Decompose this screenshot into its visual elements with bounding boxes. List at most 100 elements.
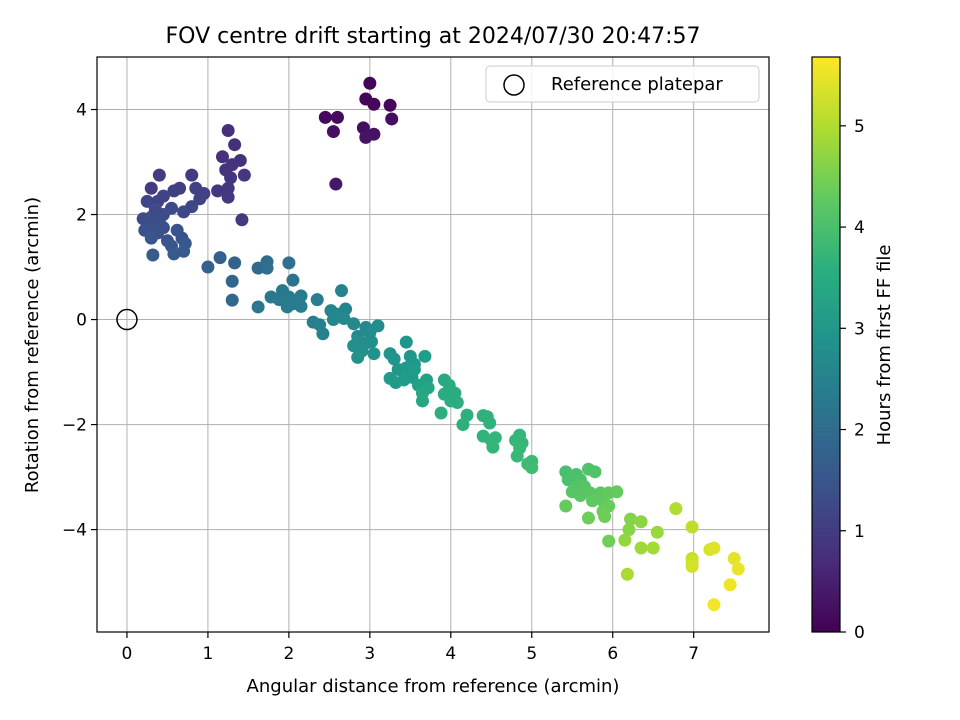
scatter-point xyxy=(177,205,191,219)
scatter-point xyxy=(622,523,636,537)
x-tick-label: 4 xyxy=(445,644,456,664)
scatter-point xyxy=(221,190,235,204)
scatter-point xyxy=(351,350,365,364)
y-axis-label: Rotation from reference (arcmin) xyxy=(22,197,43,493)
scatter-point xyxy=(221,181,235,195)
scatter-points xyxy=(136,76,745,612)
scatter-point xyxy=(486,440,500,454)
scatter-point xyxy=(634,541,648,555)
scatter-point xyxy=(399,335,413,349)
legend-entry-reference-platepar: Reference platepar xyxy=(551,74,723,95)
reference-platepar-marker xyxy=(116,308,138,331)
y-tick-label: 2 xyxy=(76,206,87,226)
scatter-point xyxy=(282,256,296,270)
scatter-point xyxy=(561,473,575,487)
scatter-point xyxy=(193,192,207,206)
y-tick-label: 0 xyxy=(76,311,87,331)
scatter-point xyxy=(450,396,464,410)
scatter-point xyxy=(731,562,745,576)
scatter-point xyxy=(581,511,595,525)
scatter-point xyxy=(588,465,602,479)
scatter-point xyxy=(383,98,397,112)
scatter-point xyxy=(646,541,660,555)
scatter-point xyxy=(330,110,344,124)
scatter-point xyxy=(364,335,378,349)
scatter-point xyxy=(215,150,229,164)
scatter-point xyxy=(286,273,300,287)
scatter-point xyxy=(359,130,373,144)
scatter-point xyxy=(707,541,721,555)
scatter-point xyxy=(669,502,683,516)
scatter-point xyxy=(363,76,377,90)
scatter-point xyxy=(224,171,238,185)
legend-box xyxy=(485,65,760,103)
scatter-point xyxy=(326,313,340,327)
legend: Reference platepar xyxy=(485,65,760,103)
scatter-point xyxy=(144,181,158,195)
scatter-point xyxy=(280,300,294,314)
scatter-point xyxy=(598,509,612,523)
scatter-point xyxy=(624,512,638,526)
scatter-point xyxy=(727,551,741,565)
scatter-point xyxy=(367,347,381,361)
scatter-point xyxy=(415,386,429,400)
scatter-point xyxy=(707,598,721,612)
scatter-point xyxy=(367,97,381,111)
scatter-point xyxy=(228,256,242,270)
scatter-point xyxy=(483,416,497,430)
scatter-point xyxy=(228,138,242,152)
scatter-point xyxy=(525,461,539,475)
scatter-point xyxy=(221,124,235,138)
scatter-point xyxy=(167,184,181,198)
scatter-point xyxy=(310,293,324,307)
scatter-point xyxy=(347,317,361,331)
y-tick-label: 4 xyxy=(76,101,87,121)
legend-reference-marker xyxy=(503,74,525,96)
scatter-point xyxy=(456,418,470,432)
x-tick-label: 6 xyxy=(607,644,618,664)
scatter-point xyxy=(237,168,251,182)
scatter-point xyxy=(723,578,737,592)
scatter-point xyxy=(650,525,664,539)
x-tick-label: 5 xyxy=(526,644,537,664)
colorbar: 0 1 2 3 4 5 Hours from first FF file xyxy=(811,56,895,643)
scatter-point xyxy=(326,125,340,139)
scatter-point xyxy=(211,184,225,198)
colorbar-tick-label: 1 xyxy=(854,522,865,542)
scatter-point xyxy=(418,349,432,363)
scatter-point xyxy=(329,177,343,191)
plot-frame xyxy=(96,56,770,633)
y-axis-ticks: −4 −2 0 2 4 xyxy=(62,101,97,541)
y-tick-label: −4 xyxy=(62,521,87,541)
scatter-point xyxy=(152,168,166,182)
scatter-point xyxy=(294,299,308,313)
colorbar-tick-label: 0 xyxy=(854,623,865,643)
x-tick-label: 0 xyxy=(122,644,133,664)
colorbar-tick-label: 4 xyxy=(854,218,865,238)
scatter-point xyxy=(685,559,699,573)
scatter-point xyxy=(225,293,239,307)
scatter-point xyxy=(387,352,401,366)
scatter-point xyxy=(251,300,265,314)
reference-marker-layer xyxy=(116,308,138,331)
x-axis-ticks: 0 1 2 3 4 5 6 7 xyxy=(122,632,699,664)
scatter-point xyxy=(146,248,160,262)
scatter-point xyxy=(260,261,274,275)
colorbar-tick-label: 2 xyxy=(854,421,865,441)
scatter-point xyxy=(510,449,524,463)
scatter-point xyxy=(610,485,624,499)
x-tick-label: 1 xyxy=(203,644,214,664)
scatter-point xyxy=(385,112,399,126)
scatter-point xyxy=(585,494,599,508)
grid xyxy=(97,57,769,632)
scatter-point xyxy=(335,284,349,298)
scatter-point xyxy=(434,406,448,420)
x-tick-label: 3 xyxy=(364,644,375,664)
scatter-point xyxy=(371,319,385,333)
scatter-point xyxy=(685,520,699,534)
y-tick-label: −2 xyxy=(62,416,87,436)
x-axis-label: Angular distance from reference (arcmin) xyxy=(247,676,620,697)
scatter-point xyxy=(201,260,215,274)
scatter-point xyxy=(618,533,632,547)
